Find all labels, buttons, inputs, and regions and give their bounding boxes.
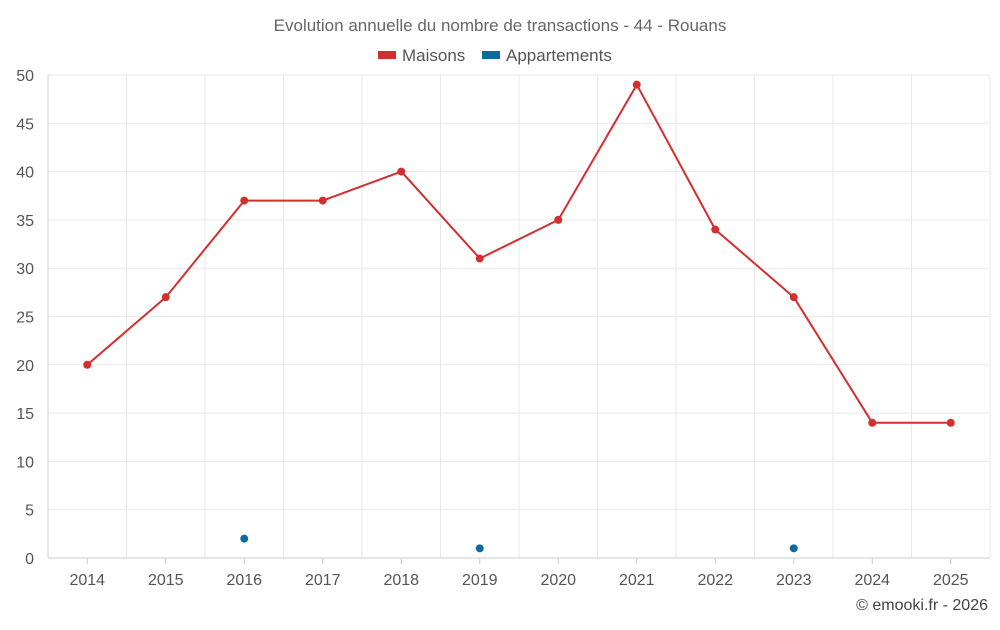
y-tick-label-45: 45 — [16, 116, 34, 133]
line-maisons — [86, 83, 951, 424]
x-tick-label-2016: 2016 — [226, 572, 262, 589]
x-tick-label-2020: 2020 — [540, 572, 576, 589]
point-maisons-2022[interactable] — [711, 225, 720, 234]
y-tick-label-25: 25 — [16, 310, 34, 327]
point-maisons-2020[interactable] — [554, 215, 563, 224]
x-tick-label-2017: 2017 — [305, 572, 341, 589]
point-maisons-2017[interactable] — [318, 196, 327, 205]
series-appartements — [240, 534, 798, 553]
point-appartements-2019[interactable] — [475, 544, 484, 553]
x-tick-label-2022: 2022 — [697, 572, 733, 589]
legend-swatch-maisons[interactable] — [378, 51, 396, 59]
point-maisons-2021[interactable] — [632, 80, 641, 89]
y-tick-label-50: 50 — [16, 68, 34, 85]
y-tick-label-10: 10 — [16, 454, 34, 471]
y-axis-ticks: 0 5 10 15 20 25 30 35 40 45 50 — [16, 68, 34, 568]
x-tick-label-2025: 2025 — [933, 572, 969, 589]
y-tick-label-30: 30 — [16, 261, 34, 278]
y-tick-label-0: 0 — [25, 551, 34, 568]
x-tick-label-2014: 2014 — [69, 572, 105, 589]
point-maisons-2025[interactable] — [946, 418, 955, 427]
x-axis-ticks: 2014 2015 2016 2017 2018 2019 2020 2021 2022 2023… — [69, 558, 969, 589]
legend: Maisons Appartements — [378, 46, 612, 65]
legend-label-appartements[interactable]: Appartements — [506, 46, 612, 65]
point-maisons-2019[interactable] — [475, 254, 484, 263]
y-tick-label-5: 5 — [25, 503, 34, 520]
x-tick-label-2018: 2018 — [383, 572, 419, 589]
point-maisons-2015[interactable] — [161, 293, 170, 302]
point-maisons-2023[interactable] — [789, 293, 798, 302]
chart-title: Evolution annuelle du nombre de transact… — [274, 16, 727, 35]
legend-label-maisons[interactable]: Maisons — [402, 46, 465, 65]
x-tick-label-2019: 2019 — [462, 572, 498, 589]
point-appartements-2016[interactable] — [240, 534, 249, 543]
x-tick-label-2024: 2024 — [854, 572, 890, 589]
point-maisons-2024[interactable] — [868, 418, 877, 427]
point-maisons-2018[interactable] — [397, 167, 406, 176]
series-maisons — [83, 80, 955, 427]
axes — [47, 75, 990, 559]
series-layer — [83, 80, 955, 553]
credit-text: © emooki.fr - 2026 — [856, 597, 988, 614]
x-tick-label-2023: 2023 — [776, 572, 812, 589]
x-tick-label-2021: 2021 — [619, 572, 655, 589]
grid — [48, 74, 991, 558]
point-appartements-2023[interactable] — [789, 544, 798, 553]
y-tick-label-15: 15 — [16, 406, 34, 423]
y-tick-label-35: 35 — [16, 213, 34, 230]
point-maisons-2016[interactable] — [240, 196, 249, 205]
x-tick-label-2015: 2015 — [148, 572, 184, 589]
y-tick-label-20: 20 — [16, 358, 34, 375]
legend-swatch-appartements[interactable] — [482, 51, 500, 59]
y-tick-label-40: 40 — [16, 165, 34, 182]
point-maisons-2014[interactable] — [83, 360, 92, 369]
